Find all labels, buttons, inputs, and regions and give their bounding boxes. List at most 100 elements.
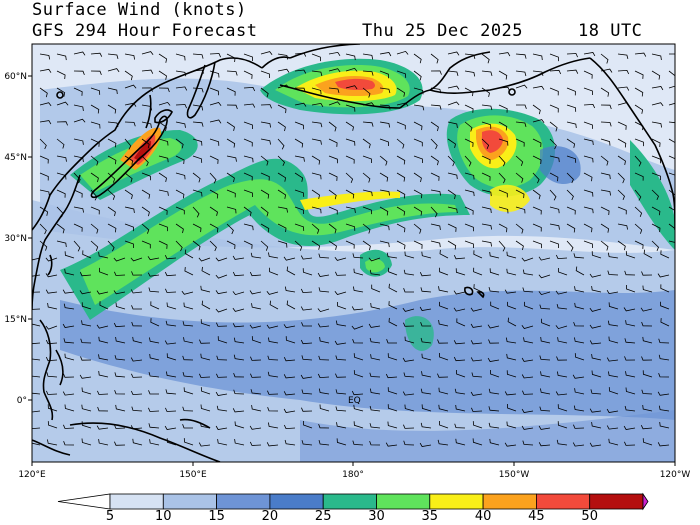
wind-barb xyxy=(39,68,52,73)
wind-barb xyxy=(370,302,381,310)
lon-tick-label: 120°W xyxy=(660,470,691,480)
wind-barb xyxy=(45,356,58,362)
wind-barb xyxy=(353,268,364,276)
map-title: Surface Wind (knots) xyxy=(32,0,247,20)
wind-barb xyxy=(557,371,568,378)
wind-barb xyxy=(131,271,143,276)
wind-barb xyxy=(566,53,578,58)
wind-barb xyxy=(447,240,457,250)
wind-barb xyxy=(419,272,432,277)
wind-barb xyxy=(45,273,58,278)
wind-barb xyxy=(540,336,551,344)
wind-barb xyxy=(336,438,347,446)
wind-barb xyxy=(62,289,75,294)
wind-barb xyxy=(243,103,256,108)
wind-barb xyxy=(147,256,160,261)
wind-barb xyxy=(634,138,644,147)
wind-barb xyxy=(115,302,126,310)
wind-barb xyxy=(538,256,551,261)
wind-barb xyxy=(447,189,456,200)
wind-barb xyxy=(328,138,338,147)
wind-barb xyxy=(515,84,528,89)
wind-barb xyxy=(539,304,551,310)
wind-barb xyxy=(328,87,340,94)
wind-barb xyxy=(439,267,449,276)
wind-barb xyxy=(487,324,500,329)
wind-barb xyxy=(300,255,313,260)
wind-barb xyxy=(90,104,100,114)
wind-barb xyxy=(608,438,619,446)
wind-barb xyxy=(651,121,662,128)
wind-barb xyxy=(311,53,321,62)
wind-barb xyxy=(572,374,585,379)
wind-barb xyxy=(215,308,228,313)
wind-barb xyxy=(473,267,483,276)
wind-barb xyxy=(555,290,568,295)
wind-barb xyxy=(471,407,483,412)
wind-barb xyxy=(532,138,542,148)
wind-barb xyxy=(447,172,458,180)
wind-barb xyxy=(447,70,459,77)
wind-barb xyxy=(606,289,619,295)
wind-barb xyxy=(589,340,602,345)
wind-barb xyxy=(158,53,168,63)
wind-barb xyxy=(515,121,527,128)
wind-barb xyxy=(175,53,186,61)
wind-barb xyxy=(47,421,58,429)
wind-barb xyxy=(124,206,135,213)
wind-barb xyxy=(158,206,168,215)
wind-barb xyxy=(124,53,135,60)
wind-barb xyxy=(447,155,455,167)
wind-barb xyxy=(182,371,194,378)
wind-barb xyxy=(148,423,160,429)
wind-barb xyxy=(251,303,262,310)
wind-barb xyxy=(420,322,431,327)
wind-barb xyxy=(369,372,381,378)
wind-barb xyxy=(56,53,67,61)
wind-barb xyxy=(217,439,228,446)
wind-barb xyxy=(294,240,303,251)
wind-barb xyxy=(114,372,126,378)
wind-barb xyxy=(464,206,474,215)
wind-barb xyxy=(575,266,585,276)
wind-barb xyxy=(396,121,406,130)
wind-barb xyxy=(141,69,154,74)
wind-barb xyxy=(164,255,177,260)
wind-barb xyxy=(658,373,670,378)
wind-barb xyxy=(566,138,576,148)
wind-barb xyxy=(379,70,389,79)
wind-barb xyxy=(369,269,381,276)
wind-barb xyxy=(277,223,287,233)
wind-barb xyxy=(39,172,49,181)
wind-barb xyxy=(260,155,269,166)
wind-barb xyxy=(73,138,84,145)
wind-barb xyxy=(39,120,52,125)
wind-barb xyxy=(232,408,245,413)
wind-barb xyxy=(215,290,228,295)
wind-barb xyxy=(63,303,75,310)
wind-barb xyxy=(362,155,372,164)
wind-barb xyxy=(507,403,517,412)
wind-barb xyxy=(32,274,41,277)
wind-barb xyxy=(589,273,602,278)
wind-barb xyxy=(318,439,330,446)
wind-barb xyxy=(625,387,636,395)
wind-barb xyxy=(413,138,423,147)
wind-barb xyxy=(539,406,551,412)
wind-barb xyxy=(114,390,126,395)
wind-barb xyxy=(624,441,636,446)
wind-barb xyxy=(99,301,109,310)
wind-barb xyxy=(47,439,58,446)
wind-barb xyxy=(73,223,83,232)
wind-barb xyxy=(617,121,627,130)
wind-barb xyxy=(515,70,527,77)
wind-barb xyxy=(430,223,441,230)
wind-barb xyxy=(335,406,347,412)
wind-barb xyxy=(396,138,405,149)
wind-barb xyxy=(600,138,611,146)
wind-barb xyxy=(566,189,574,201)
wind-barb xyxy=(420,422,432,429)
wind-barb xyxy=(387,387,398,395)
wind-barb xyxy=(98,354,109,361)
